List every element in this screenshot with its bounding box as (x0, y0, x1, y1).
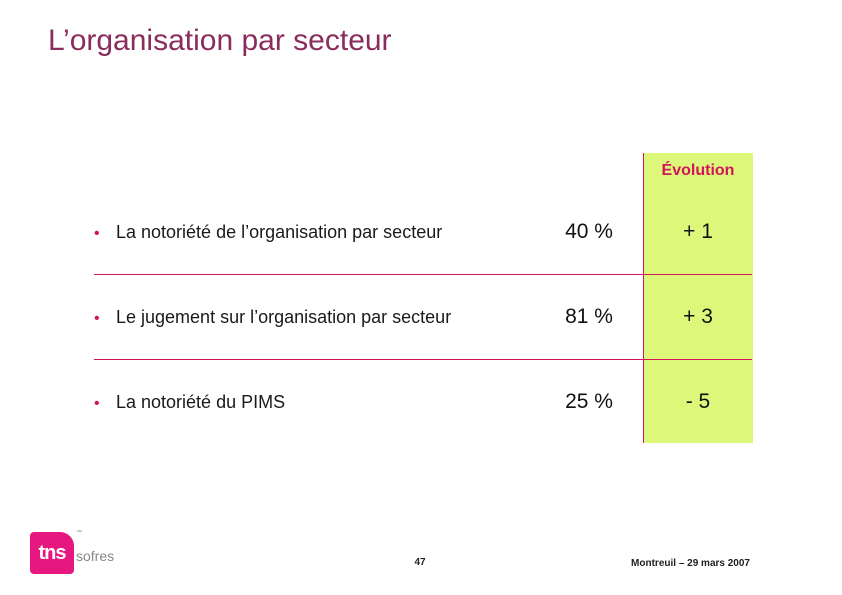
evolution-header: Évolution (661, 162, 735, 179)
row-label: • Le jugement sur l’organisation par sect… (94, 275, 451, 359)
page-number: 47 (414, 557, 426, 568)
evolution-column-highlight (643, 153, 753, 443)
table-row: • La notoriété du PIMS 25 % - 5 (94, 360, 752, 444)
row-label-text: La notoriété de l’organisation par secte… (116, 222, 443, 242)
row-evolution: + 1 (683, 220, 713, 243)
bullet-icon: • (94, 395, 100, 412)
row-value: 81 % (565, 305, 613, 328)
row-label: • La notoriété de l’organisation par sect… (94, 190, 442, 274)
tns-sofres-logo: tns ™ sofres (30, 530, 120, 576)
logo-tns-mark: tns (30, 532, 74, 574)
table-row: • La notoriété de l’organisation par sect… (94, 190, 752, 275)
footer-location-date: Montreuil – 29 mars 2007 (631, 558, 750, 569)
bullet-icon: • (94, 310, 100, 327)
row-value: 40 % (565, 220, 613, 243)
row-evolution: - 5 (685, 390, 711, 413)
row-label-text: Le jugement sur l’organisation par secte… (116, 307, 452, 327)
table-row: • Le jugement sur l’organisation par sect… (94, 275, 752, 360)
row-label-text: La notoriété du PIMS (116, 392, 286, 412)
row-evolution: + 3 (683, 305, 713, 328)
logo-sofres-text: sofres (76, 548, 115, 564)
slide-title: L’organisation par secteur (48, 24, 392, 57)
bullet-icon: • (94, 225, 100, 242)
logo-trademark: ™ (76, 530, 82, 536)
row-label: • La notoriété du PIMS (94, 360, 285, 444)
row-value: 25 % (565, 390, 613, 413)
